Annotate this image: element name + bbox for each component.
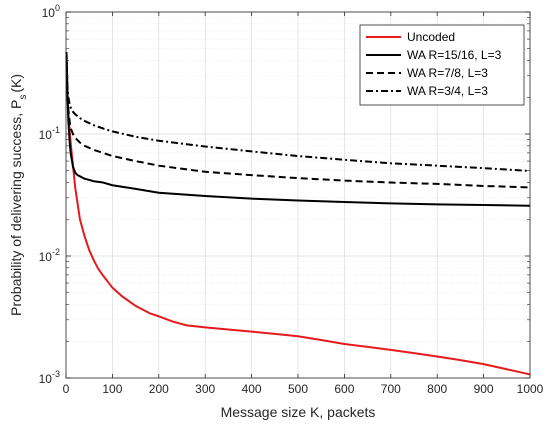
y-tick-base: 10: [39, 250, 53, 264]
x-tick-label: 100: [102, 382, 122, 396]
y-axis-label-tail: (K): [8, 74, 24, 93]
x-tick-label: 200: [149, 382, 169, 396]
y-tick-label: 10-1: [39, 125, 60, 142]
legend-label-0: Uncoded: [407, 30, 455, 44]
y-tick-exponent: -3: [52, 369, 60, 379]
y-tick-exponent: -2: [52, 247, 60, 257]
y-tick-base: 10: [42, 6, 56, 20]
x-tick-label: 500: [288, 382, 308, 396]
x-tick-label: 800: [427, 382, 447, 396]
x-tick-labels: 0 100 200 300 400 500 600 700 800 900 1000: [63, 382, 544, 396]
y-tick-base: 10: [39, 372, 53, 386]
y-tick-label: 10-3: [39, 369, 60, 386]
y-axis-label-subscript: s: [18, 95, 29, 100]
y-tick-label: 10-2: [39, 247, 60, 264]
x-tick-label: 0: [63, 382, 70, 396]
y-tick-exponent: 0: [55, 3, 60, 13]
legend-label-3: WA R=3/4, L=3: [407, 84, 488, 98]
y-tick-exponent: -1: [52, 125, 60, 135]
series-layer: [65, 51, 531, 376]
y-tick-base: 10: [39, 128, 53, 142]
x-tick-label: 1000: [517, 382, 544, 396]
y-tick-label: 100: [42, 3, 60, 20]
series-line-3: [65, 51, 531, 172]
legend-label-1: WA R=15/16, L=3: [407, 48, 502, 62]
x-axis-label: Message size K, packets: [221, 404, 376, 420]
legend-label-2: WA R=7/8, L=3: [407, 66, 488, 80]
x-tick-label: 700: [381, 382, 401, 396]
x-tick-label: 300: [195, 382, 215, 396]
legend: Uncoded WA R=15/16, L=3 WA R=7/8, L=3 WA R=…: [359, 24, 525, 106]
y-axis-label-main: Probability of delivering success, P: [8, 100, 24, 316]
axis-ticks: [65, 11, 531, 379]
series-line-1: [65, 51, 531, 207]
x-tick-label: 400: [242, 382, 262, 396]
series-line-2: [65, 51, 531, 189]
y-axis-label: Probability of delivering success, Ps (K): [8, 74, 29, 316]
x-tick-label: 600: [334, 382, 354, 396]
x-tick-label: 900: [474, 382, 494, 396]
